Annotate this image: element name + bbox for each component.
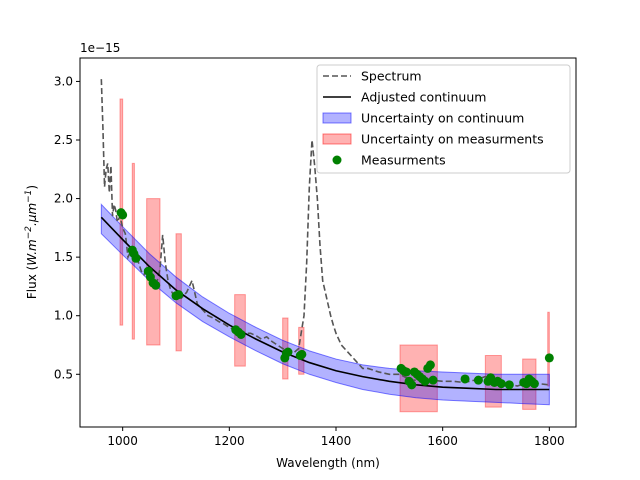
x-tick-label-4: 1800: [534, 434, 565, 448]
plot-frame: [79, 57, 577, 428]
legend: Spectrum Adjusted continuum Uncertainty on…: [316, 64, 571, 174]
legend-item-0: Spectrum: [323, 69, 422, 84]
legend-swatch-4: [332, 155, 342, 165]
measurements-layer: [116, 208, 554, 390]
x-tick-label-2: 1400: [321, 434, 352, 448]
x-axis-label: Wavelength (nm): [276, 456, 380, 470]
measurement-point-32: [460, 374, 470, 384]
x-tick-label-0: 1000: [107, 434, 138, 448]
legend-label-2: Uncertainty on continuum: [361, 111, 524, 126]
spectrum-line: [100, 79, 550, 387]
y-axis-label-sym: W.m: [25, 239, 39, 265]
y-axis: 0.5 1.0 1.5 2.0 2.5 3.0: [54, 74, 80, 381]
legend-swatch-3: [322, 133, 352, 145]
measurement-point-13: [236, 329, 246, 339]
plot-content: [100, 79, 554, 413]
y-axis-label-sup2: −1: [24, 190, 34, 203]
measurement-point-30: [425, 360, 435, 370]
measurement-uncertainty-band-2: [146, 198, 161, 346]
legend-item-4: Measurments: [332, 153, 446, 168]
legend-swatch-2: [322, 112, 352, 124]
measurement-point-33: [473, 375, 483, 385]
legend-frame: [316, 64, 571, 174]
y-axis-label-end: ): [25, 185, 39, 190]
x-tick-label-1: 1200: [214, 434, 245, 448]
measurement-point-18: [297, 349, 307, 359]
measurement-point-45: [544, 353, 554, 363]
measurement-point-16: [283, 347, 293, 357]
legend-label-0: Spectrum: [361, 69, 422, 84]
legend-item-2: Uncertainty on continuum: [322, 111, 524, 126]
measurement-point-4: [131, 253, 141, 263]
measurement-point-8: [151, 280, 161, 290]
continuum-layer: [100, 216, 550, 391]
y-axis-label: Flux (W.m−2.µm−1): [24, 185, 39, 299]
legend-item-1: Adjusted continuum: [323, 90, 486, 105]
legend-label-1: Adjusted continuum: [361, 90, 486, 105]
measurement-point-39: [504, 380, 514, 390]
y-tick-label-3: 2.0: [54, 192, 73, 206]
legend-label-4: Measurments: [361, 153, 446, 168]
measurement-point-38: [496, 379, 506, 389]
y-offset-label: 1e−15: [80, 41, 120, 55]
measurement-point-44: [529, 379, 539, 389]
x-axis: 1000 1200 1400 1600 1800: [107, 427, 565, 448]
y-tick-label-4: 2.5: [54, 133, 73, 147]
measurement-point-28: [420, 376, 430, 386]
measurement-point-31: [428, 375, 438, 385]
continuum-line: [100, 216, 550, 391]
legend-label-3: Uncertainty on measurments: [361, 132, 544, 147]
y-tick-label-0: 0.5: [54, 367, 73, 381]
y-tick-label-1: 1.0: [54, 309, 73, 323]
y-tick-label-5: 3.0: [54, 74, 73, 88]
y-tick-label-2: 1.5: [54, 250, 73, 264]
measurement-point-23: [407, 380, 417, 390]
x-tick-label-3: 1600: [427, 434, 458, 448]
measurement-point-1: [118, 210, 128, 220]
measurement-point-21: [401, 367, 411, 377]
y-axis-label-sup1: −2: [24, 226, 34, 240]
y-axis-label-mid: .µm: [25, 203, 39, 226]
spectrum-layer: [100, 79, 550, 387]
legend-item-3: Uncertainty on measurments: [322, 132, 544, 147]
y-axis-label-main: Flux (: [25, 266, 39, 299]
measurement-point-10: [174, 290, 184, 300]
